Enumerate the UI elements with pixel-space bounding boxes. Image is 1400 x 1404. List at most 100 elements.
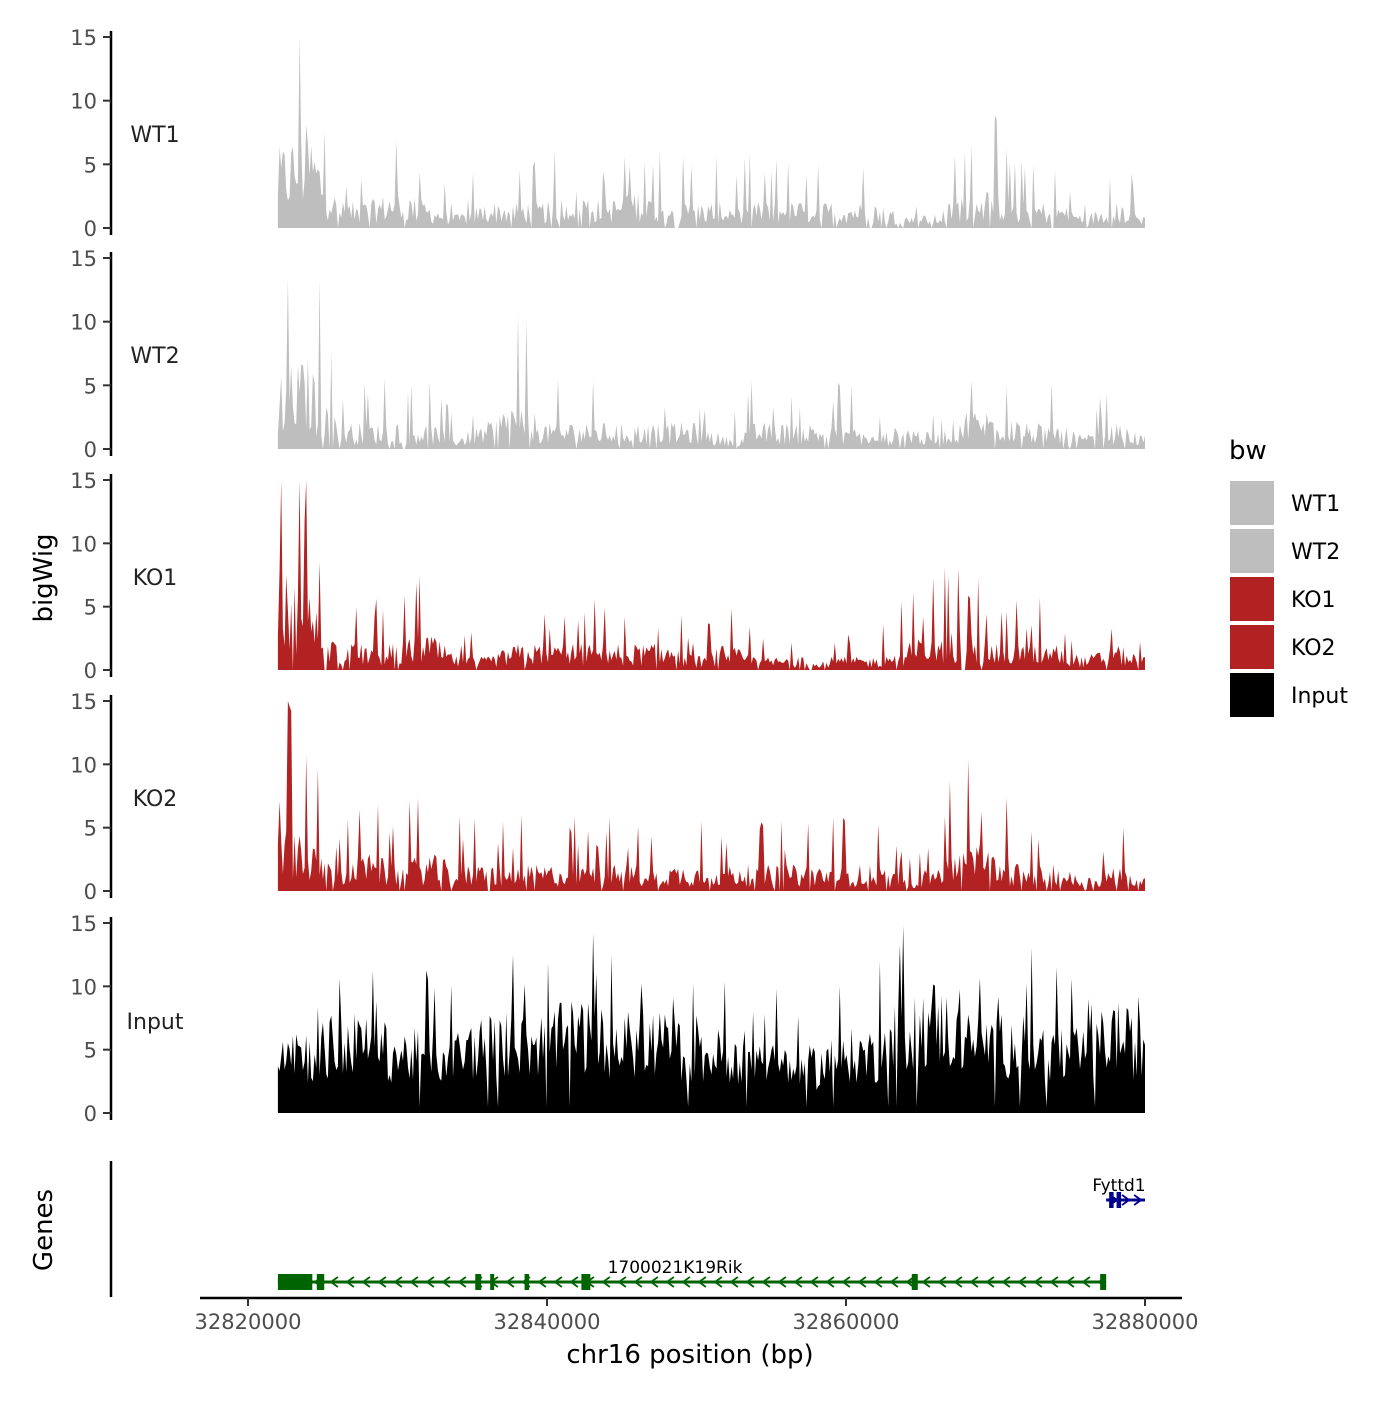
legend-swatch-ko1 bbox=[1230, 577, 1274, 621]
track-wt2: 0 5 10 15 WT2 bbox=[70, 247, 1145, 462]
strand-arrow bbox=[489, 1276, 499, 1288]
coverage-area-ko1 bbox=[277, 480, 1145, 670]
strand-arrow bbox=[425, 1276, 435, 1288]
strand-arrow bbox=[1121, 1194, 1131, 1206]
legend-label: KO1 bbox=[1291, 588, 1336, 613]
strand-arrow bbox=[681, 1276, 691, 1288]
strand-arrow bbox=[553, 1276, 563, 1288]
strand-arrow bbox=[761, 1276, 771, 1288]
strand-arrow bbox=[473, 1276, 483, 1288]
strand-arrow bbox=[1097, 1276, 1107, 1288]
gene-models: 1700021K19Rik Fyttd1 bbox=[277, 1176, 1146, 1290]
y-tick-label: 5 bbox=[84, 153, 97, 177]
strand-arrow bbox=[329, 1276, 339, 1288]
gene-exon bbox=[524, 1274, 530, 1290]
strand-arrow bbox=[985, 1276, 995, 1288]
strand-arrow bbox=[409, 1276, 419, 1288]
x-axis: 32820000 32840000 32860000 32880000 chr16 p… bbox=[195, 1296, 1199, 1370]
legend-label: KO2 bbox=[1291, 636, 1336, 661]
strand-arrow bbox=[889, 1276, 899, 1288]
gene-1700021k19rik: 1700021K19Rik bbox=[277, 1258, 1107, 1290]
x-tick-label: 32860000 bbox=[793, 1310, 900, 1334]
strand-arrow bbox=[313, 1276, 323, 1288]
legend-swatch-ko2 bbox=[1230, 625, 1274, 669]
strand-arrow bbox=[1017, 1276, 1027, 1288]
strand-arrow bbox=[457, 1276, 467, 1288]
coverage-area-input bbox=[277, 925, 1145, 1113]
y-tick-label: 15 bbox=[70, 26, 97, 50]
gene-exon bbox=[1116, 1192, 1122, 1208]
strand-arrow bbox=[921, 1276, 931, 1288]
strand-arrow bbox=[905, 1276, 915, 1288]
legend-title: bw bbox=[1229, 436, 1267, 466]
coverage-area-ko2 bbox=[277, 701, 1145, 891]
strand-arrow bbox=[601, 1276, 611, 1288]
gene-fyttd1: Fyttd1 bbox=[1092, 1176, 1146, 1208]
track-input: 0 5 10 15 Input bbox=[70, 912, 1145, 1126]
strand-arrow bbox=[969, 1276, 979, 1288]
coverage-area-wt2 bbox=[277, 278, 1145, 449]
strand-arrow bbox=[857, 1276, 867, 1288]
strand-arrow bbox=[1133, 1194, 1143, 1206]
legend-items: WT1 WT2 KO1 KO2 Input bbox=[1230, 481, 1348, 717]
y-tick-label: 0 bbox=[84, 1102, 97, 1126]
legend-label: Input bbox=[1291, 684, 1348, 709]
strand-arrow bbox=[873, 1276, 883, 1288]
coverage-tracks: 0 5 10 15 WT1 0 5 10 15 WT2 0 5 10 15 KO1 0 5 10 15 KO2 0 5 10… bbox=[70, 26, 1145, 1126]
genes-track: Genes 1700021K19Rik Fyttd1 bbox=[29, 1161, 1146, 1297]
legend-label: WT1 bbox=[1291, 492, 1340, 517]
track-label: KO1 bbox=[133, 566, 178, 591]
strand-arrow bbox=[393, 1276, 403, 1288]
strand-arrow bbox=[665, 1276, 675, 1288]
track-label: WT2 bbox=[130, 344, 179, 369]
strand-arrow bbox=[521, 1276, 531, 1288]
strand-arrow bbox=[841, 1276, 851, 1288]
strand-arrow bbox=[777, 1276, 787, 1288]
y-tick-label: 15 bbox=[70, 247, 97, 271]
gene-label: Fyttd1 bbox=[1092, 1176, 1145, 1196]
strand-arrow bbox=[825, 1276, 835, 1288]
legend-label: WT2 bbox=[1291, 540, 1340, 565]
strand-arrow bbox=[649, 1276, 659, 1288]
legend: bw WT1 WT2 KO1 KO2 Input bbox=[1229, 436, 1348, 717]
x-axis-ticks: 32820000 32840000 32860000 32880000 bbox=[195, 1298, 1199, 1334]
strand-arrow bbox=[617, 1276, 627, 1288]
strand-arrow bbox=[937, 1276, 947, 1288]
strand-arrow bbox=[505, 1276, 515, 1288]
strand-arrow bbox=[793, 1276, 803, 1288]
y-tick-label: 0 bbox=[84, 217, 97, 241]
x-axis-title: chr16 position (bp) bbox=[566, 1340, 813, 1370]
track-wt1: 0 5 10 15 WT1 bbox=[70, 26, 1145, 241]
track-label: Input bbox=[127, 1010, 184, 1035]
y-tick-label: 15 bbox=[70, 469, 97, 493]
y-tick-label: 15 bbox=[70, 912, 97, 936]
strand-arrow bbox=[697, 1276, 707, 1288]
strand-arrow bbox=[441, 1276, 451, 1288]
gene-exon bbox=[475, 1274, 482, 1290]
legend-swatch-input bbox=[1230, 673, 1274, 717]
strand-arrow bbox=[281, 1276, 291, 1288]
strand-arrow bbox=[713, 1276, 723, 1288]
y-axis-title: bigWig bbox=[29, 533, 59, 622]
strand-arrow bbox=[377, 1276, 387, 1288]
y-tick-label: 5 bbox=[84, 1039, 97, 1063]
strand-arrow bbox=[361, 1276, 371, 1288]
strand-arrow bbox=[537, 1276, 547, 1288]
track-label: WT1 bbox=[130, 123, 179, 148]
y-tick-label: 10 bbox=[70, 753, 97, 777]
strand-arrow bbox=[1033, 1276, 1043, 1288]
y-tick-label: 5 bbox=[84, 817, 97, 841]
strand-arrow bbox=[1081, 1276, 1091, 1288]
x-tick-label: 32880000 bbox=[1092, 1310, 1199, 1334]
y-tick-label: 0 bbox=[84, 438, 97, 462]
track-ko2: 0 5 10 15 KO2 bbox=[70, 690, 1145, 904]
y-tick-label: 10 bbox=[70, 975, 97, 999]
strand-arrow bbox=[585, 1276, 595, 1288]
genes-axis-title: Genes bbox=[29, 1189, 59, 1271]
strand-arrow bbox=[953, 1276, 963, 1288]
track-ko1: 0 5 10 15 KO1 bbox=[70, 469, 1145, 683]
strand-arrow bbox=[345, 1276, 355, 1288]
y-tick-label: 10 bbox=[70, 532, 97, 556]
